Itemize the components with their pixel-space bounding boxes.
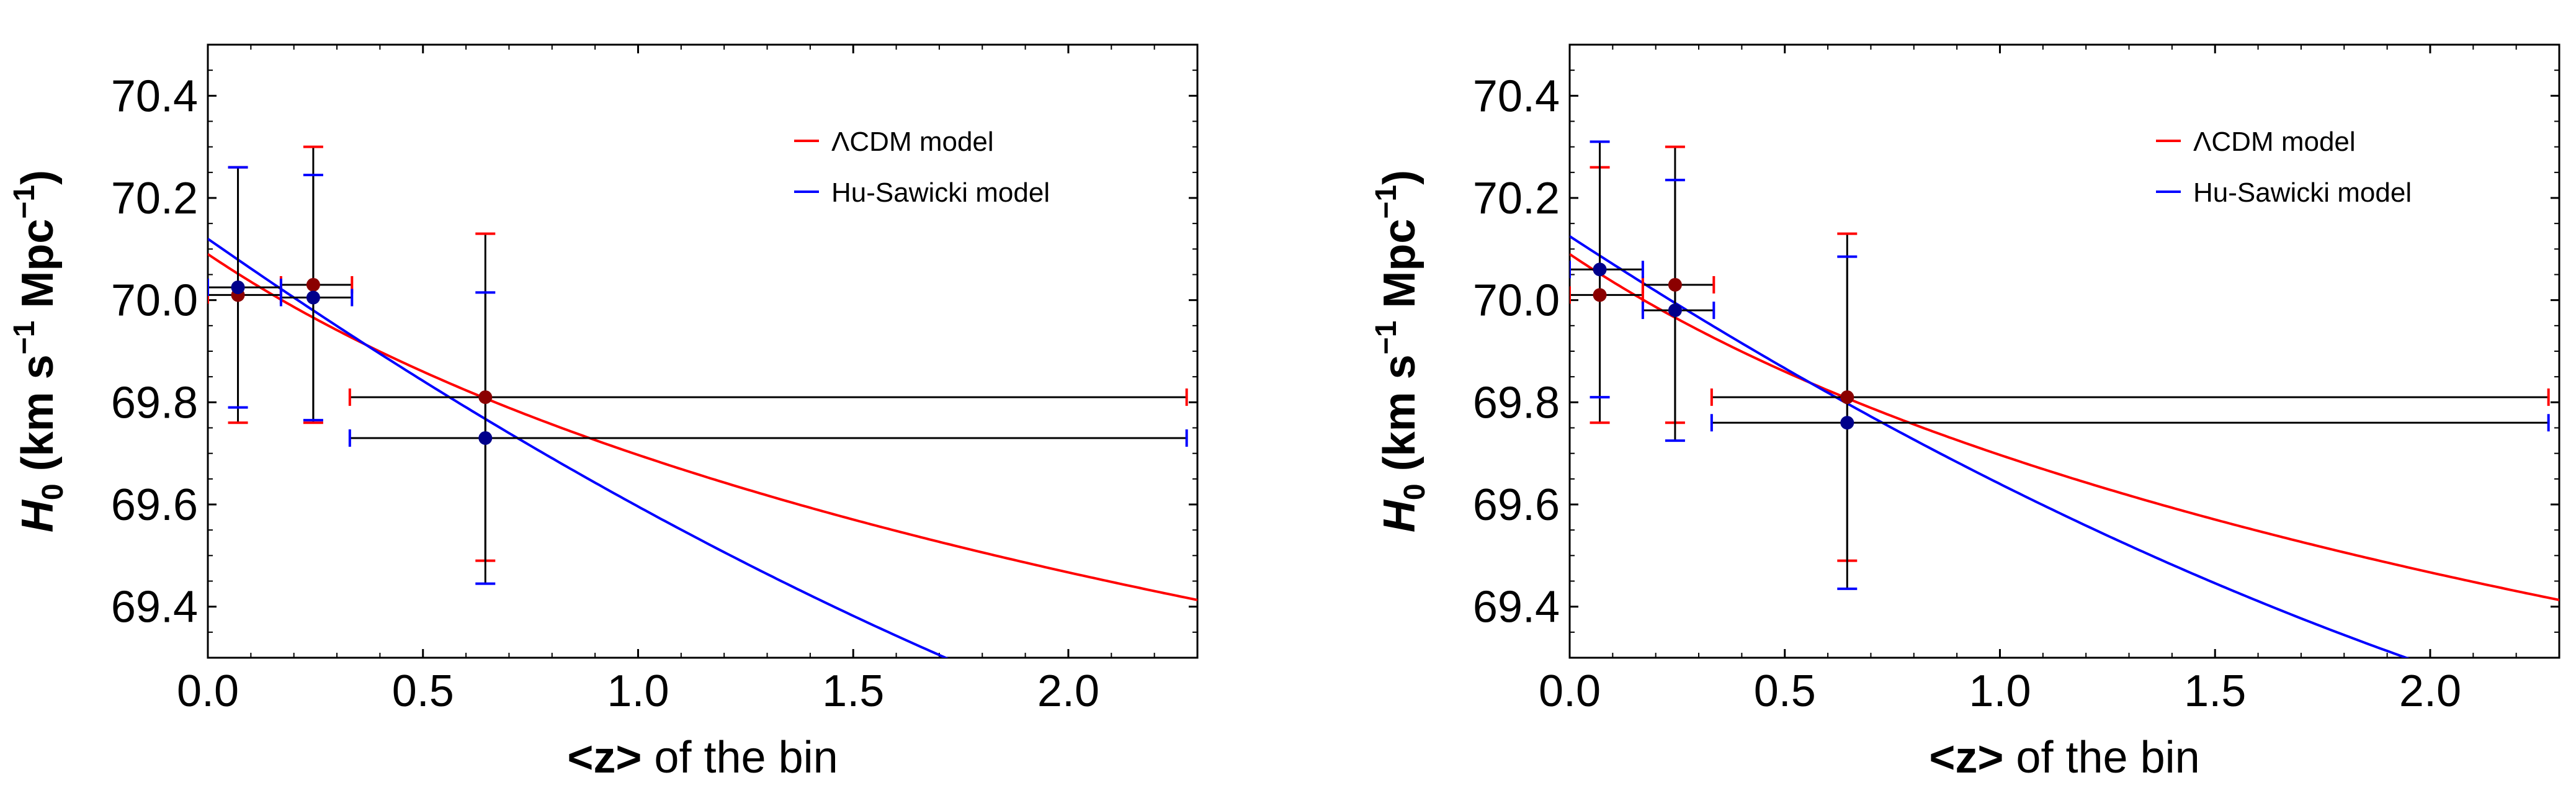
y-tick-label: 70.2: [1473, 174, 1560, 223]
y-label-unit-close: ): [1375, 170, 1424, 185]
x-axis-label: <z> of the bin: [1929, 733, 2199, 782]
y-tick-label: 70.4: [1473, 71, 1560, 121]
x-tick-label: 1.5: [822, 666, 884, 716]
y-axis-label: H0 (km s−1 Mpc−1): [1370, 170, 1431, 532]
x-tick-label: 0.0: [177, 666, 239, 716]
legend-label: ΛCDM model: [831, 127, 994, 157]
x-tick-label: 1.0: [607, 666, 669, 716]
plot-frame: [1568, 43, 2560, 659]
x-axis-label-symbol: <z>: [1929, 733, 2003, 782]
y-tick-label: 70.2: [111, 174, 198, 223]
x-tick-label: 2.0: [2399, 666, 2461, 716]
y-label-unit-mid: Mpc: [1375, 219, 1424, 321]
x-tick-label: 1.5: [2184, 666, 2246, 716]
y-label-subscript: 0: [37, 483, 69, 500]
data-point: [1593, 262, 1607, 277]
y-label-sup2: −1: [1370, 185, 1403, 219]
plot-area: [208, 145, 1197, 658]
y-label-unit-close: ): [13, 170, 63, 185]
data-point: [231, 280, 245, 295]
data-point: [478, 390, 493, 405]
data-point: [1840, 390, 1854, 405]
y-label-symbol: H: [13, 499, 63, 532]
y-label-unit-open: (km s: [1375, 354, 1424, 483]
series-line-2: [1570, 235, 2410, 658]
plot-area: [1570, 140, 2559, 658]
series-line-1: [208, 253, 1197, 601]
y-tick-label: 69.6: [1473, 480, 1560, 530]
data-point: [478, 431, 493, 445]
y-tick-label: 69.4: [111, 583, 198, 632]
y-label-symbol: H: [1375, 499, 1424, 532]
y-axis-label: H0 (km s−1 Mpc−1): [8, 170, 69, 532]
data-point: [1668, 277, 1682, 292]
y-tick-label: 70.0: [111, 276, 198, 326]
x-axis-label: <z> of the bin: [567, 733, 838, 782]
series-line-1: [1570, 253, 2559, 601]
y-tick-label: 69.8: [111, 378, 198, 428]
series-line-2: [208, 238, 949, 658]
x-axis-label-text: of the bin: [642, 733, 838, 782]
x-tick-label: 0.5: [392, 666, 454, 716]
y-tick-label: 69.4: [1473, 583, 1560, 632]
y-label-unit-open: (km s: [13, 354, 63, 483]
data-point: [306, 290, 320, 305]
legend-label: Hu-Sawicki model: [831, 177, 1050, 208]
y-label-subscript: 0: [1398, 483, 1431, 500]
x-tick-label: 2.0: [1037, 666, 1099, 716]
y-label-sup2: −1: [8, 185, 41, 219]
data-point: [1840, 416, 1854, 430]
data-point: [306, 277, 320, 292]
x-tick-label: 0.0: [1539, 666, 1601, 716]
y-tick-label: 69.6: [111, 480, 198, 530]
y-label-sup1: −1: [8, 321, 41, 355]
x-axis-label-text: of the bin: [2003, 733, 2199, 782]
chart-panel-1: 0.0 0.5 1.0 1.5 2.0 69.4 69.6 69.8 70.0 70.2 70.4 <…: [8, 43, 1199, 782]
data-point: [1593, 288, 1607, 302]
y-label-unit-mid: Mpc: [13, 219, 63, 321]
y-tick-label: 70.0: [1473, 276, 1560, 326]
y-label-sup1: −1: [1370, 321, 1403, 355]
legend-label: ΛCDM model: [2193, 127, 2356, 157]
data-point: [1668, 303, 1682, 318]
y-tick-label: 69.8: [1473, 378, 1560, 428]
plot-frame: [207, 43, 1199, 659]
y-tick-label: 70.4: [111, 71, 198, 121]
chart-panel-2: 0.0 0.5 1.0 1.5 2.0 69.4 69.6 69.8 70.0 70.2 70.4 <…: [1370, 43, 2560, 782]
x-tick-label: 0.5: [1754, 666, 1816, 716]
x-tick-label: 1.0: [1969, 666, 2031, 716]
legend-label: Hu-Sawicki model: [2193, 177, 2412, 208]
x-axis-label-symbol: <z>: [567, 733, 642, 782]
